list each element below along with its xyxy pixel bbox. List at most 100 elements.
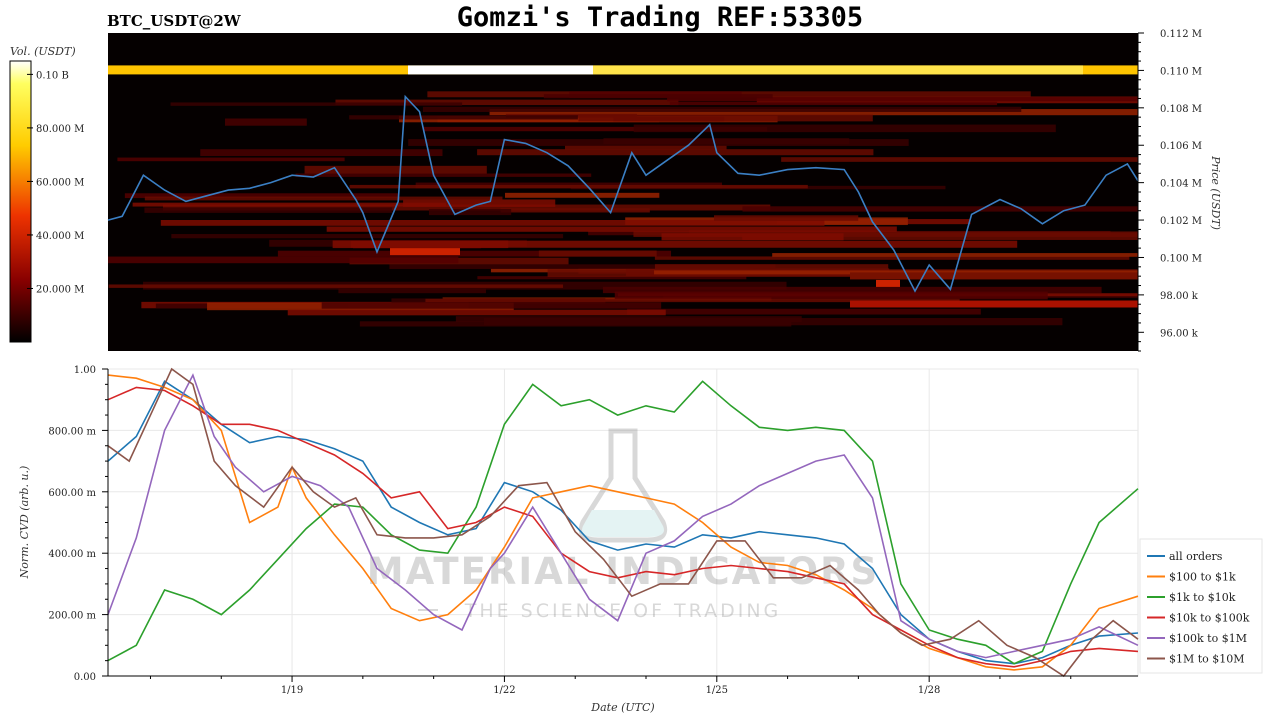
- heatmap-band: [477, 149, 874, 156]
- legend-label: all orders: [1169, 550, 1223, 563]
- heatmap-band: [661, 233, 844, 241]
- heatmap-band: [295, 173, 592, 177]
- heatmap-band: [408, 139, 909, 146]
- heatmap-band: [389, 264, 776, 269]
- cvd-y-tick-label: 600.00 m: [48, 488, 96, 499]
- cvd-y-tick-label: 0.00: [74, 672, 96, 683]
- heatmap-band: [614, 291, 1048, 300]
- heatmap-band: [338, 288, 486, 294]
- price-tick-label: 0.100 M: [1160, 253, 1202, 264]
- price-tick-label: 96.00 k: [1160, 328, 1199, 339]
- liquidity-wall-high: [593, 65, 1083, 75]
- heatmap-panel: 0.112 M 0.110 M 0.108 M 0.106 M 0.104 M 0.102…: [107, 29, 1222, 352]
- heatmap-band: [425, 298, 960, 303]
- heatmap-band: [403, 199, 556, 207]
- cvd-x-tick-label: 1/25: [706, 685, 728, 696]
- heatmap-band: [781, 157, 1138, 162]
- heatmap-band: [538, 250, 657, 257]
- price-line: [107, 94, 1139, 293]
- cvd-panel: MATERIAL INDICATORS THE SCIENCE OF TRADI…: [18, 365, 1139, 714]
- cvd-series-line: [107, 367, 1139, 678]
- colorbar-tick-label: 80.000 M: [36, 124, 84, 135]
- colorbar-tick-label: 0.10 B: [36, 70, 69, 81]
- heatmap-band: [742, 206, 1138, 212]
- heatmap-band: [876, 279, 900, 287]
- colorbar-tick-label: 60.000 M: [36, 177, 84, 188]
- heatmap-band: [171, 234, 564, 239]
- heatmap-band: [144, 207, 393, 213]
- cvd-series-line: [107, 373, 1139, 659]
- heatmap-band: [117, 157, 345, 162]
- price-tick-label: 0.102 M: [1160, 216, 1202, 227]
- cvd-axis-label: Norm. CVD (arb. u.): [18, 466, 31, 580]
- heatmap-band: [543, 94, 773, 99]
- heatmap-band: [287, 309, 666, 316]
- colorbar-tick-label: 20.000 M: [36, 284, 84, 295]
- heatmap-band: [326, 226, 897, 232]
- heatmap-band: [667, 97, 1138, 102]
- heatmap-band: [422, 106, 1022, 112]
- heatmap-band: [578, 114, 873, 122]
- cvd-x-tick-label: 1/28: [918, 685, 940, 696]
- heatmap-band: [772, 253, 1138, 257]
- watermark-line1: MATERIAL INDICATORS: [367, 550, 879, 593]
- heatmap-band: [850, 272, 1138, 280]
- heatmap-band: [390, 248, 460, 256]
- heatmap-band: [124, 193, 400, 199]
- price-tick-label: 98.00 k: [1160, 291, 1199, 302]
- liquidity-wall-110k: [108, 65, 1138, 75]
- heatmap-band: [602, 286, 1102, 294]
- heatmap-band: [742, 232, 1138, 240]
- cvd-y-tick-label: 1.00: [74, 365, 96, 376]
- colorbar-label: Vol. (USDT): [10, 45, 76, 58]
- price-axis-label: Price (USDT): [1209, 155, 1222, 230]
- liquidity-wall-peak: [408, 65, 593, 75]
- heatmap-band: [162, 204, 771, 211]
- heatmap-band: [335, 99, 679, 106]
- heatmap-band: [170, 102, 463, 106]
- heatmap-band: [349, 184, 808, 189]
- heatmap-band: [350, 240, 1018, 248]
- legend-label: $10k to $100k: [1169, 612, 1250, 625]
- heatmap-band: [321, 302, 662, 309]
- heatmap-band: [489, 109, 1139, 116]
- legend-label: $100 to $1k: [1169, 571, 1236, 584]
- price-tick-label: 0.112 M: [1160, 29, 1202, 40]
- legend-box: [1139, 538, 1263, 674]
- heatmap-band: [713, 215, 859, 221]
- heatmap-band: [225, 118, 307, 126]
- colorbar-tick-label: 40.000 M: [36, 231, 84, 242]
- heatmap-band: [277, 250, 672, 257]
- heatmap-band: [455, 316, 802, 322]
- heatmap-band: [669, 101, 998, 106]
- legend-label: $100k to $1M: [1169, 632, 1247, 645]
- legend-label: $1M to $10M: [1169, 653, 1245, 666]
- colorbar-gradient: [9, 60, 32, 343]
- heatmap-band: [200, 149, 443, 157]
- cvd-y-tick-label: 800.00 m: [48, 426, 96, 437]
- flask-icon: [578, 428, 668, 543]
- date-axis-label: Date (UTC): [590, 701, 654, 714]
- heatmap-band: [349, 115, 578, 120]
- price-tick-label: 0.110 M: [1160, 66, 1202, 77]
- heatmap-band: [132, 202, 447, 207]
- cvd-x-tick-label: 1/19: [281, 685, 303, 696]
- cvd-series-line: [107, 380, 1139, 665]
- cvd-y-tick-label: 400.00 m: [48, 549, 96, 560]
- heatmap-band: [108, 284, 564, 288]
- legend: all orders $100 to $1k $1k to $10k $10k to …: [1139, 538, 1263, 674]
- price-tick-label: 0.108 M: [1160, 104, 1202, 115]
- symbol-label: BTC_USDT@2W: [107, 12, 242, 30]
- cvd-x-tick-label: 1/22: [493, 685, 515, 696]
- heatmap-band: [160, 219, 825, 226]
- heatmap-band: [564, 145, 727, 150]
- heatmap-band: [627, 308, 981, 315]
- heatmap-band: [504, 192, 660, 198]
- heatmap-band: [144, 196, 503, 201]
- colorbar: Vol. (USDT) 0.10 B 80.000 M 60.000 M 40.000…: [9, 45, 84, 343]
- heatmap-band: [304, 165, 487, 174]
- heatmap-band: [423, 126, 768, 132]
- heatmap-band: [654, 264, 889, 271]
- price-tick-label: 0.104 M: [1160, 179, 1202, 190]
- legend-label: $1k to $10k: [1169, 591, 1236, 604]
